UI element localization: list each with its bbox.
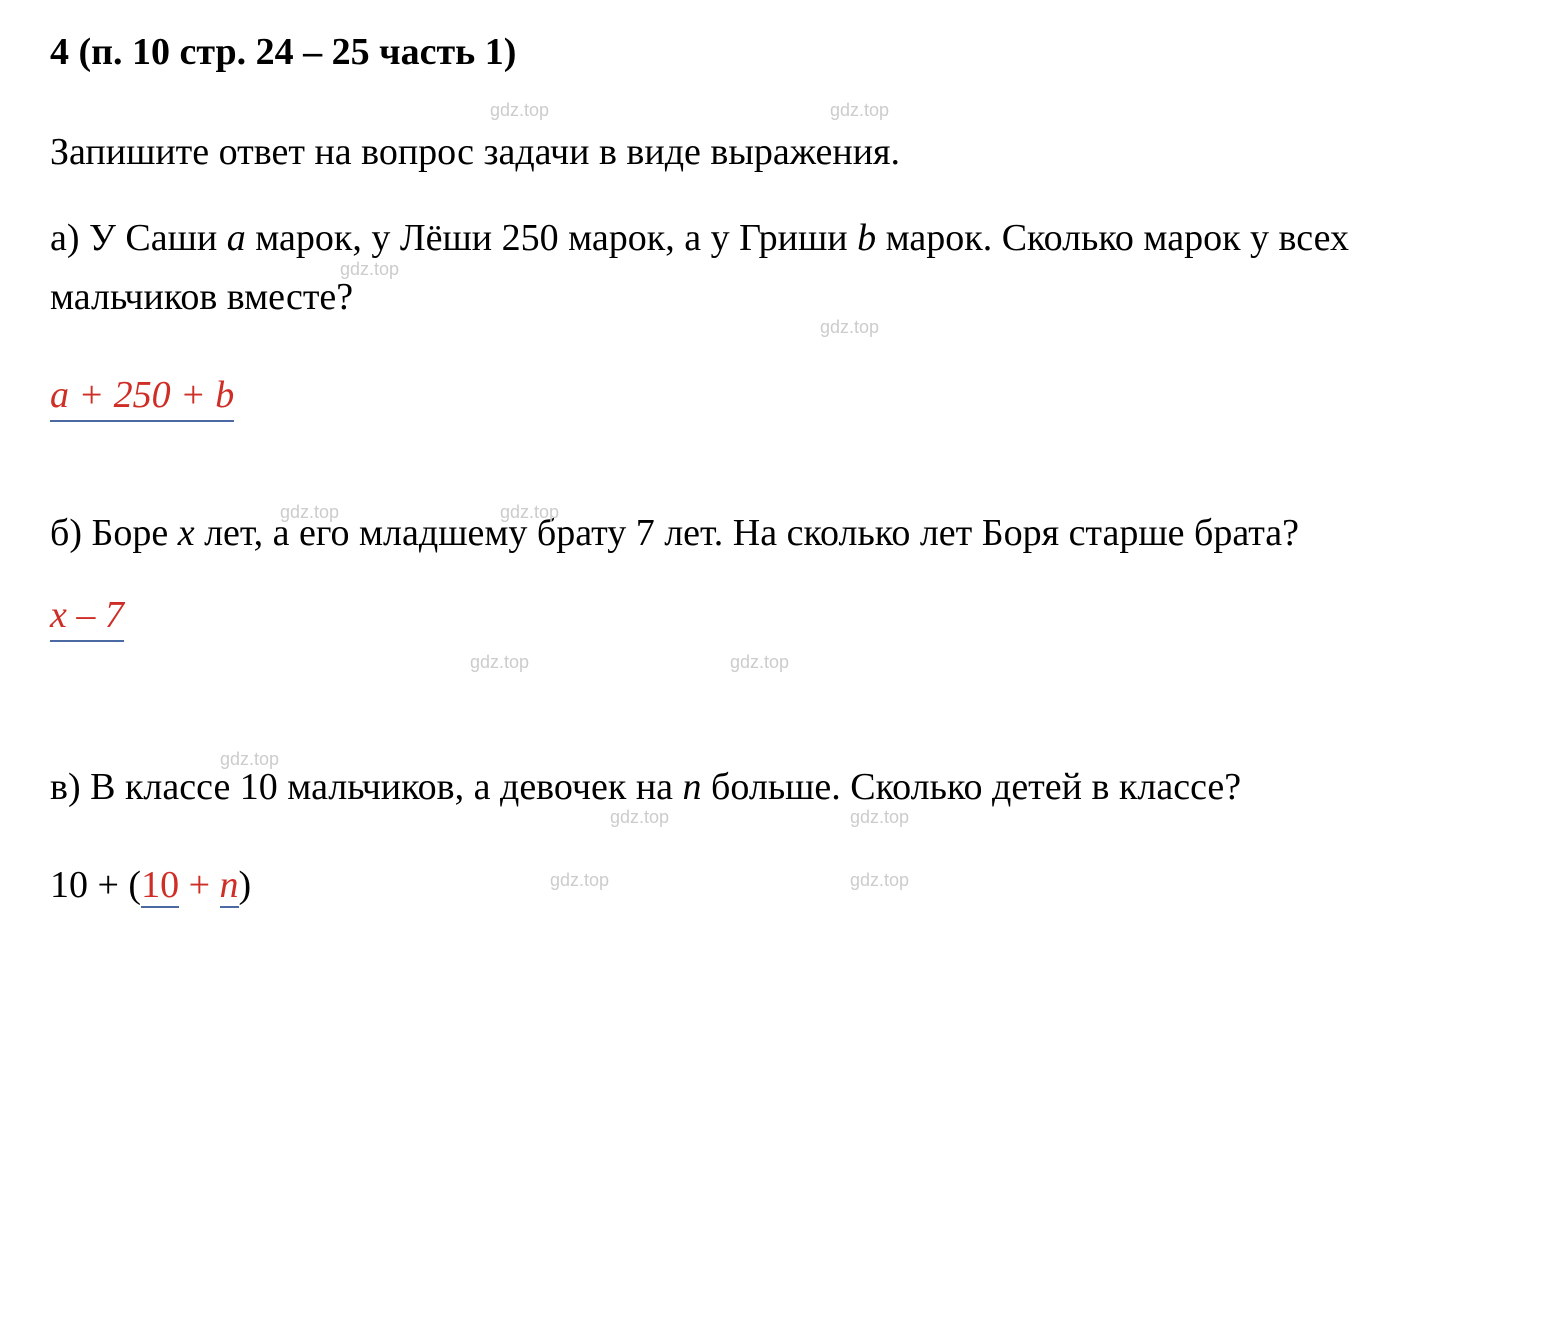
page-heading: 4 (п. 10 стр. 24 – 25 часть 1) (50, 30, 1515, 74)
answer-a: a + 250 + b (50, 373, 234, 422)
watermark-row-3: gdz.top gdz.top (50, 502, 1515, 528)
watermark: gdz.top (220, 749, 279, 770)
problem-a-var-2: b (857, 217, 876, 259)
watermark: gdz.top (490, 100, 549, 121)
problem-a-label: а) (50, 217, 89, 259)
watermark: gdz.top (730, 652, 789, 673)
watermark-row-5: gdz.top (50, 749, 1515, 775)
problem-a: а) У Саши a марок, у Лёши 250 марок, а у… (50, 209, 1515, 422)
problem-a-text-1: У Саши (89, 217, 227, 259)
watermark: gdz.top (470, 652, 529, 673)
watermark: gdz.top (610, 807, 669, 828)
answer-b-p1: x (50, 594, 67, 636)
answer-a-p1: a (50, 374, 69, 416)
problem-a-var-1: a (227, 217, 246, 259)
watermark: gdz.top (340, 259, 399, 280)
watermark: gdz.top (850, 807, 909, 828)
watermark: gdz.top (830, 100, 889, 121)
watermark-row-2b: gdz.top (50, 317, 1515, 343)
watermark-row-1: gdz.top gdz.top (50, 100, 1515, 126)
answer-b: x – 7 (50, 593, 124, 642)
problem-a-text-2: марок, у Лёши 250 марок, а у Гриши (246, 217, 857, 259)
answer-a-p3: b (215, 374, 234, 416)
watermark: gdz.top (500, 502, 559, 523)
watermark-row-6: gdz.top gdz.top (50, 870, 1515, 896)
watermark: gdz.top (820, 317, 879, 338)
answer-a-p2: + 250 + (69, 374, 215, 416)
watermark: gdz.top (280, 502, 339, 523)
watermark-row-5b: gdz.top gdz.top (50, 807, 1515, 833)
instruction-text: Запишите ответ на вопрос задачи в виде в… (50, 126, 1515, 179)
watermark: gdz.top (550, 870, 609, 891)
watermark-row-4: gdz.top gdz.top (50, 652, 1515, 678)
answer-b-p2: – 7 (67, 594, 124, 636)
problem-b: gdz.top gdz.top б) Боре x лет, а его мла… (50, 502, 1515, 678)
watermark: gdz.top (850, 870, 909, 891)
watermark-row-2: gdz.top (50, 259, 1515, 285)
problem-c: в) В классе 10 мальчиков, а девочек на n… (50, 758, 1515, 896)
